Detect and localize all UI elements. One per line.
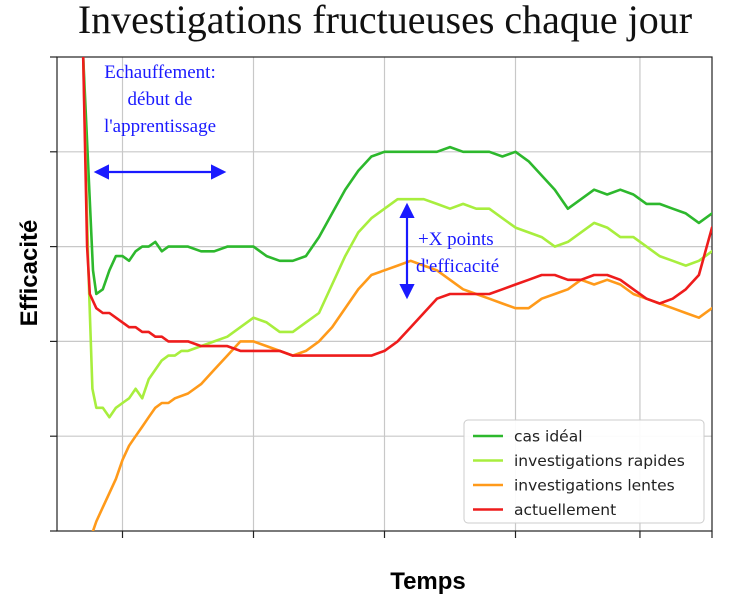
annotation-gain-line-2: d'efficacité bbox=[416, 256, 499, 277]
legend-label-3: actuellement bbox=[514, 501, 616, 519]
legend-label-0: cas idéal bbox=[514, 428, 583, 446]
annotation-warmup-line-1: Echauffement: bbox=[104, 62, 216, 83]
series-lines bbox=[81, 57, 712, 531]
x-axis-label: Temps bbox=[390, 568, 466, 595]
series-line-0 bbox=[81, 57, 712, 296]
series-line-3 bbox=[81, 57, 712, 357]
series-line-2 bbox=[91, 259, 712, 531]
annotation-warmup-line-2: début de bbox=[128, 89, 193, 110]
axis-ticks bbox=[50, 56, 713, 538]
chart-title: Investigations fructueuses chaque jour bbox=[78, 0, 692, 42]
annotation-gain-line-1: +X points bbox=[418, 229, 494, 250]
legend: cas idéal investigations rapides investiga… bbox=[463, 419, 705, 524]
annotation-gain: +X points d'efficacité bbox=[399, 202, 499, 300]
series-line-1 bbox=[81, 57, 712, 419]
legend-label-1: investigations rapides bbox=[514, 452, 685, 470]
y-axis-label: Efficacité bbox=[16, 220, 43, 327]
legend-box bbox=[463, 419, 705, 524]
annotation-warmup: Echauffement: début de l'apprentissage bbox=[93, 62, 227, 180]
legend-label-2: investigations lentes bbox=[514, 477, 675, 495]
annotation-warmup-line-3: l'apprentissage bbox=[104, 116, 216, 137]
